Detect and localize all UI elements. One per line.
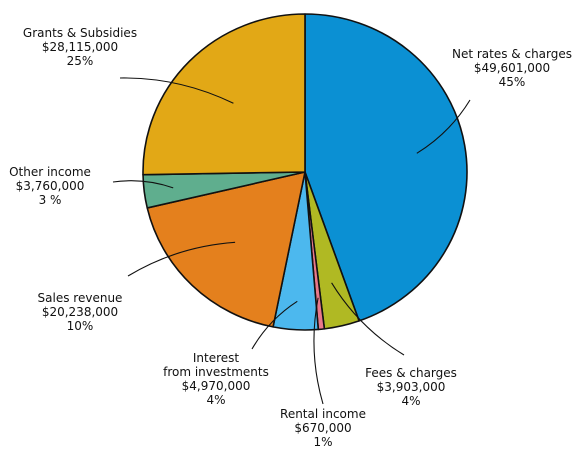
- slice-name: Interest: [193, 351, 240, 365]
- leader-line-interest-from-investments: [251, 300, 298, 350]
- slice-label-net-rates-and-charges: Net rates & charges $49,601,000 45%: [452, 47, 572, 89]
- slice-percent: 10%: [67, 319, 94, 333]
- slice-amount: $49,601,000: [474, 61, 550, 75]
- slice-percent: 1%: [313, 435, 332, 449]
- leader-line-grants-and-subsidies: [119, 77, 234, 104]
- pie-slices: [142, 13, 468, 331]
- leader-line-sales-revenue: [127, 241, 236, 277]
- slice-amount: $28,115,000: [42, 40, 118, 54]
- slice-labels: Net rates & charges $49,601,000 45% Fees & …: [9, 26, 572, 449]
- slice-grants-and-subsidies: [142, 13, 306, 176]
- slice-percent: 45%: [499, 75, 526, 89]
- slice-label-other-income: Other income $3,760,000 3 %: [9, 165, 91, 207]
- slice-percent: 4%: [206, 393, 225, 407]
- slice-percent: 3 %: [39, 193, 62, 207]
- slice-label-grants-and-subsidies: Grants & Subsidies $28,115,000 25%: [23, 26, 137, 68]
- slice-amount: $3,760,000: [16, 179, 85, 193]
- slice-label-interest-from-investments: Interest from investments $4,970,000 4%: [163, 351, 269, 407]
- leader-lines: [112, 77, 471, 405]
- slice-percent: 25%: [67, 54, 94, 68]
- slice-name: Rental income: [280, 407, 366, 421]
- slice-amount: $4,970,000: [182, 379, 251, 393]
- slice-net-rates-and-charges: [304, 13, 468, 322]
- slice-name: Grants & Subsidies: [23, 26, 137, 40]
- slice-label-sales-revenue: Sales revenue $20,238,000 10%: [38, 291, 123, 333]
- slice-label-rental-income: Rental income $670,000 1%: [280, 407, 366, 449]
- slice-amount: $20,238,000: [42, 305, 118, 319]
- leader-line-fees-and-charges: [331, 282, 405, 356]
- slice-amount: $3,903,000: [377, 380, 446, 394]
- slice-name: Net rates & charges: [452, 47, 572, 61]
- slice-label-fees-and-charges: Fees & charges $3,903,000 4%: [365, 366, 457, 408]
- leader-line-net-rates-and-charges: [416, 99, 471, 154]
- slice-name: Fees & charges: [365, 366, 457, 380]
- slice-name: Sales revenue: [38, 291, 123, 305]
- leader-line-other-income: [112, 180, 174, 189]
- slice-name: Other income: [9, 165, 91, 179]
- slice-sales-revenue: [146, 171, 306, 328]
- slice-name: from investments: [163, 365, 269, 379]
- leader-line-rental-income: [313, 297, 324, 405]
- slice-percent: 4%: [401, 394, 420, 408]
- slice-amount: $670,000: [294, 421, 351, 435]
